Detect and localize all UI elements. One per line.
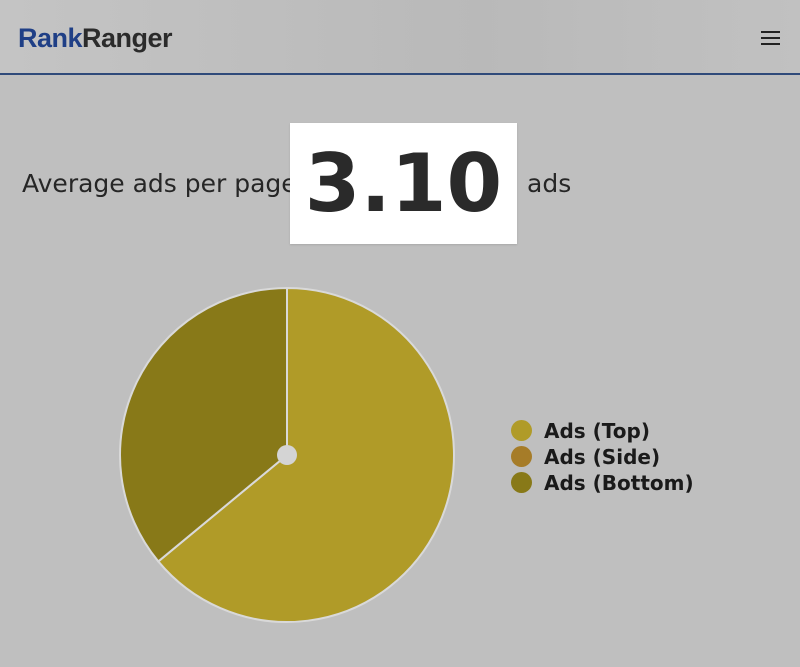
legend-label: Ads (Side): [544, 445, 661, 469]
logo-ranger-text: Ranger: [82, 23, 173, 53]
legend-swatch: [511, 472, 532, 493]
average-ads-value: 3.10: [304, 137, 503, 230]
ads-position-pie-chart: [119, 286, 455, 623]
legend-item[interactable]: Ads (Side): [511, 444, 771, 470]
menu-bar: [761, 37, 780, 39]
hamburger-menu-icon[interactable]: [761, 30, 781, 46]
legend-swatch: [511, 420, 532, 441]
average-ads-value-box: 3.10: [290, 123, 517, 244]
rankranger-logo[interactable]: RankRanger: [18, 21, 173, 55]
menu-bar: [761, 31, 780, 33]
pie-slice-ads-top: [156, 286, 455, 623]
menu-bar: [761, 43, 780, 45]
legend-swatch: [511, 446, 532, 467]
pie-legend: Ads (Top) Ads (Side) Ads (Bottom): [511, 418, 771, 496]
average-ads-unit: ads: [527, 169, 572, 198]
logo-rank-text: Rank: [18, 23, 83, 53]
legend-label: Ads (Top): [544, 419, 650, 443]
average-ads-label: Average ads per page:: [22, 169, 306, 198]
legend-label: Ads (Bottom): [544, 471, 694, 495]
top-header: RankRanger: [0, 0, 800, 75]
pie-slice-ads-bottom: [119, 286, 288, 563]
pie-center-hole: [277, 445, 297, 465]
legend-item[interactable]: Ads (Bottom): [511, 470, 771, 496]
legend-item[interactable]: Ads (Top): [511, 418, 771, 444]
